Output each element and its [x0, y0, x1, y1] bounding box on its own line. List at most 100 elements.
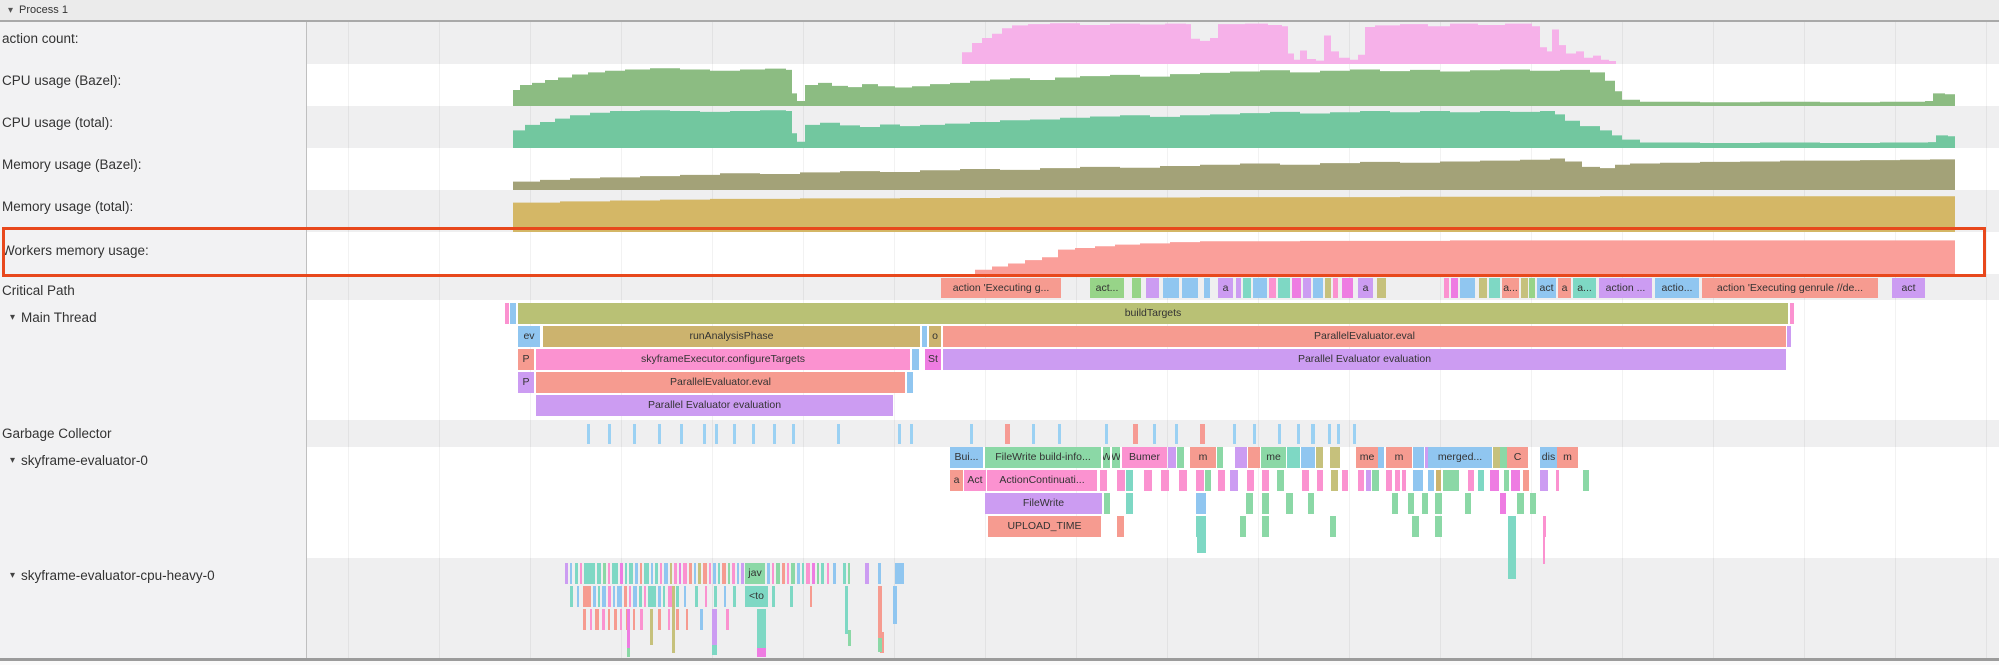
trace-event-block[interactable]	[772, 586, 775, 607]
trace-event-block[interactable]: buildTargets	[518, 303, 1788, 324]
trace-event-block[interactable]	[1517, 493, 1524, 514]
trace-event-block[interactable]	[1413, 470, 1423, 491]
trace-event-block[interactable]: Act	[964, 470, 986, 491]
trace-event-block[interactable]: ParallelEvaluator.eval	[536, 372, 905, 393]
trace-event-block[interactable]	[1425, 447, 1428, 468]
trace-event-block[interactable]	[1468, 470, 1474, 491]
trace-event-block[interactable]	[1395, 470, 1400, 491]
trace-event-block[interactable]	[1163, 278, 1179, 298]
trace-event-block[interactable]	[1302, 470, 1309, 491]
trace-event-block[interactable]	[1168, 447, 1176, 468]
gc-tick[interactable]	[1353, 424, 1356, 444]
trace-event-block[interactable]	[1342, 278, 1353, 298]
trace-event-sliver[interactable]	[848, 630, 851, 646]
trace-event-block[interactable]	[1521, 278, 1528, 298]
trace-event-block[interactable]	[1325, 278, 1331, 298]
trace-event-block[interactable]: P	[518, 349, 534, 370]
trace-event-block[interactable]	[1204, 278, 1210, 298]
trace-event-block[interactable]	[1478, 470, 1484, 491]
trace-event-block[interactable]	[510, 303, 516, 324]
timeline-canvas[interactable]: action 'Executing g... act... a a a... act a a.…	[307, 22, 1999, 658]
trace-event-block[interactable]: UPLOAD_TIME	[988, 516, 1101, 537]
trace-event-block[interactable]: action ...	[1599, 278, 1652, 298]
trace-event-block[interactable]	[722, 563, 726, 584]
trace-event-block[interactable]: action 'Executing g...	[941, 278, 1061, 298]
trace-event-block[interactable]: Parallel Evaluator evaluation	[536, 395, 893, 416]
expander-caret-icon[interactable]: ▾	[10, 570, 16, 581]
gc-tick[interactable]	[1005, 424, 1010, 444]
trace-event-block[interactable]	[1530, 493, 1536, 514]
cpu-usage-bazel-chart[interactable]	[307, 64, 1999, 106]
trace-event-block[interactable]	[580, 563, 582, 584]
trace-event-block[interactable]	[1161, 470, 1169, 491]
trace-event-block[interactable]	[812, 563, 815, 584]
gc-tick[interactable]	[910, 424, 913, 444]
gc-tick[interactable]	[1253, 424, 1256, 444]
trace-event-block[interactable]: P	[518, 372, 534, 393]
trace-event-block[interactable]	[593, 586, 596, 607]
trace-event-sliver[interactable]	[757, 609, 766, 648]
trace-event-block[interactable]	[1287, 447, 1300, 468]
trace-event-block[interactable]	[676, 586, 679, 607]
trace-event-block[interactable]	[1330, 447, 1340, 468]
trace-event-block[interactable]	[1465, 493, 1471, 514]
trace-event-block[interactable]	[1146, 278, 1159, 298]
trace-event-block[interactable]	[629, 586, 631, 607]
trace-event-block[interactable]	[577, 586, 579, 607]
trace-event-block[interactable]	[614, 609, 617, 630]
trace-event-block[interactable]	[1540, 470, 1548, 491]
trace-event-block[interactable]	[1126, 470, 1133, 491]
trace-event-block[interactable]	[575, 563, 578, 584]
trace-event-block[interactable]	[695, 586, 698, 607]
trace-event-block[interactable]	[1408, 493, 1414, 514]
trace-event-block[interactable]	[629, 563, 633, 584]
trace-event-block[interactable]	[1243, 278, 1251, 298]
trace-event-block[interactable]	[1316, 447, 1323, 468]
trace-event-block[interactable]: Parallel Evaluator evaluation	[943, 349, 1786, 370]
trace-event-block[interactable]	[1196, 470, 1204, 491]
trace-event-block[interactable]	[1182, 278, 1198, 298]
trace-event-block[interactable]	[658, 586, 661, 607]
trace-event-block[interactable]	[565, 563, 568, 584]
gc-tick[interactable]	[733, 424, 736, 444]
trace-event-block[interactable]	[1248, 447, 1260, 468]
trace-event-block[interactable]	[608, 586, 611, 607]
trace-event-block[interactable]	[1386, 470, 1392, 491]
trace-event-block[interactable]	[907, 372, 913, 393]
trace-event-block[interactable]	[1330, 516, 1336, 537]
trace-event-block[interactable]	[1196, 493, 1206, 514]
trace-event-sliver[interactable]	[627, 648, 630, 657]
trace-event-block[interactable]	[790, 586, 793, 607]
trace-event-block[interactable]	[1247, 470, 1254, 491]
trace-event-block[interactable]	[1511, 470, 1520, 491]
expander-caret-icon[interactable]: ▾	[10, 312, 16, 323]
trace-event-sliver[interactable]	[627, 609, 630, 648]
trace-event-block[interactable]	[584, 563, 595, 584]
workers-memory-chart[interactable]	[307, 232, 1999, 274]
trace-event-block[interactable]	[679, 563, 681, 584]
expander-caret-icon[interactable]: ▾	[10, 455, 16, 466]
gc-tick[interactable]	[898, 424, 901, 444]
trace-event-block[interactable]	[694, 563, 696, 584]
trace-event-block[interactable]: skyframeExecutor.configureTargets	[536, 349, 910, 370]
trace-event-block[interactable]	[648, 586, 656, 607]
gc-tick[interactable]	[658, 424, 661, 444]
trace-event-block[interactable]	[683, 563, 687, 584]
trace-event-block[interactable]	[709, 563, 711, 584]
trace-event-block[interactable]	[1435, 493, 1442, 514]
trace-event-block[interactable]: m	[1386, 447, 1412, 468]
trace-event-sliver[interactable]	[1197, 537, 1206, 553]
trace-event-block[interactable]: me	[1356, 447, 1378, 468]
trace-event-block[interactable]	[1583, 470, 1589, 491]
trace-event-block[interactable]	[1490, 470, 1499, 491]
process-header[interactable]: ▾ Process 1	[0, 0, 1999, 22]
trace-event-block[interactable]: o	[929, 326, 941, 347]
trace-event-block[interactable]	[728, 563, 730, 584]
trace-event-block[interactable]: Bumer	[1122, 447, 1167, 468]
trace-event-sliver[interactable]	[672, 586, 675, 644]
trace-event-block[interactable]	[1342, 470, 1348, 491]
trace-event-block[interactable]	[1422, 493, 1428, 514]
trace-event-block[interactable]	[1286, 493, 1293, 514]
gc-tick[interactable]	[703, 424, 706, 444]
gc-tick[interactable]	[1175, 424, 1178, 444]
